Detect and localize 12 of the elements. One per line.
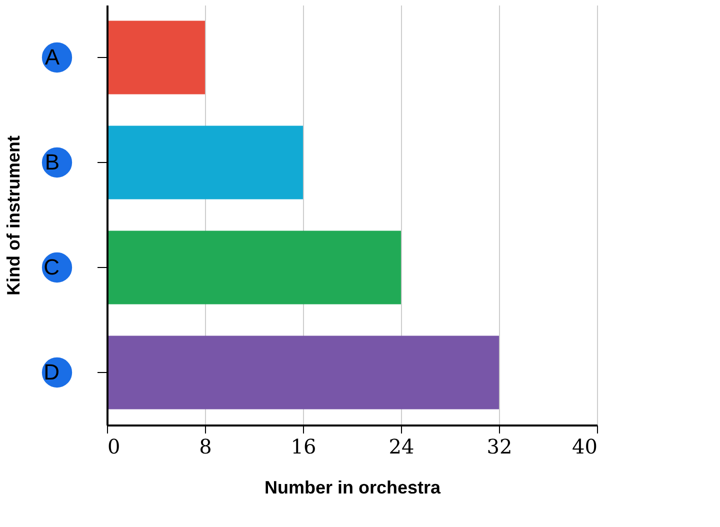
y-tick-label: A	[44, 44, 60, 70]
y-tick-label: B	[44, 150, 60, 174]
x-tick-label: 8	[199, 434, 212, 458]
y-axis-title: Kind of instrument	[4, 136, 24, 296]
x-axis-title: Number in orchestra	[264, 478, 442, 498]
y-tick-label: C	[44, 254, 60, 280]
x-tick-label: 32	[486, 434, 512, 458]
x-tick-label: 24	[388, 434, 414, 458]
x-tick-label: 16	[290, 434, 316, 458]
x-tick-label: 40	[572, 434, 598, 458]
y-tick-label: D	[44, 360, 60, 384]
x-tick-label: 0	[108, 434, 120, 458]
